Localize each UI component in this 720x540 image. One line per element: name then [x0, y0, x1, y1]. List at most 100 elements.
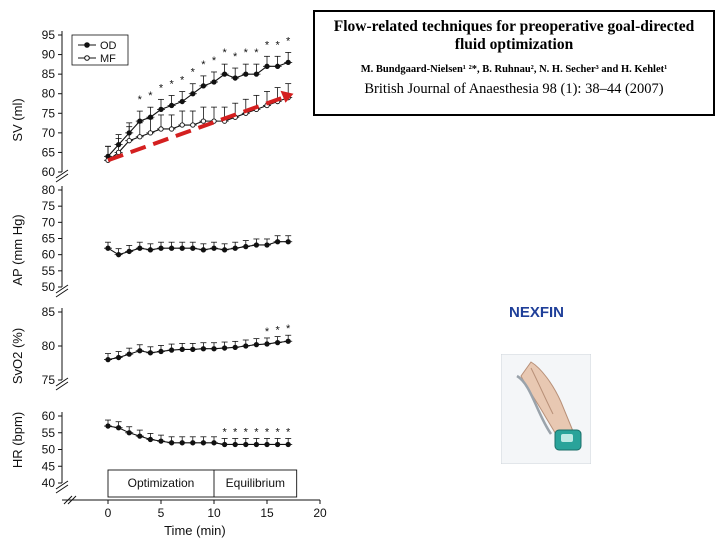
y-tick-label: 75 — [42, 199, 56, 213]
legend-box — [71, 34, 129, 66]
data-point — [264, 63, 270, 69]
data-point — [274, 239, 281, 245]
data-point — [274, 63, 281, 69]
legend-label-od: OD — [100, 40, 117, 52]
reference-journal: British Journal of Anaesthesia 98 (1): 3… — [364, 81, 664, 97]
data-point — [211, 79, 217, 85]
y-tick-label: 45 — [42, 459, 56, 473]
data-point — [115, 425, 122, 431]
data-point — [253, 341, 260, 348]
data-point — [168, 245, 175, 251]
data-point — [211, 245, 217, 251]
data-point — [221, 247, 228, 253]
y-tick-label: 50 — [42, 280, 56, 294]
data-point — [264, 341, 270, 347]
y-tick-label: 50 — [42, 443, 56, 457]
data-point — [232, 344, 238, 351]
significance-asterisk: * — [212, 55, 217, 67]
x-tick-label: 5 — [158, 506, 165, 520]
significance-asterisk: * — [254, 426, 259, 438]
data-point — [126, 138, 132, 144]
y-tick-label: 90 — [42, 48, 56, 62]
data-point — [221, 71, 228, 77]
axis-break-mark — [55, 169, 69, 183]
data-point — [221, 441, 228, 448]
data-point — [243, 243, 249, 250]
data-point — [158, 348, 164, 355]
data-point — [190, 245, 196, 251]
y-tick-label: 85 — [42, 305, 56, 319]
y-tick-label: 55 — [42, 426, 56, 440]
data-point — [126, 351, 132, 357]
reference-box: Flow-related techniques for preoperative… — [313, 10, 715, 116]
y-tick-label: 60 — [42, 409, 56, 423]
significance-asterisk: * — [169, 78, 174, 90]
y-tick-label: 40 — [42, 476, 56, 490]
data-point — [158, 106, 164, 113]
phase-label-equilibrium: Equilibrium — [226, 476, 285, 490]
legend-marker — [84, 42, 90, 48]
y-tick-label: 65 — [42, 232, 56, 246]
data-point — [264, 242, 270, 248]
x-axis-break-mark — [63, 495, 77, 505]
y-axis-label: SV (ml) — [10, 98, 25, 141]
x-tick-label: 0 — [105, 506, 112, 520]
phase-label-optimization: Optimization — [128, 476, 195, 490]
significance-asterisk: * — [286, 35, 291, 47]
legend-marker — [84, 55, 90, 61]
data-point — [137, 134, 143, 140]
data-point — [115, 354, 122, 361]
data-point — [190, 122, 196, 128]
data-point — [200, 118, 207, 124]
data-point — [179, 245, 185, 251]
data-point — [200, 83, 207, 89]
data-point — [243, 441, 249, 448]
significance-asterisk: * — [265, 39, 270, 51]
significance-asterisk: * — [275, 426, 280, 438]
device-label: NEXFIN — [509, 304, 565, 321]
legend-label-mf: MF — [100, 53, 116, 65]
data-point — [190, 91, 196, 97]
data-point — [200, 346, 207, 352]
data-point — [147, 247, 154, 253]
significance-asterisk: * — [275, 39, 280, 51]
significance-asterisk: * — [233, 51, 238, 63]
data-point — [200, 440, 207, 446]
data-point — [137, 245, 143, 251]
data-point — [179, 440, 185, 446]
trend-arrow-line — [107, 94, 287, 163]
y-tick-label: 60 — [42, 165, 56, 179]
y-tick-label: 80 — [42, 183, 56, 197]
reference-title: Flow-related techniques for preoperative… — [333, 18, 695, 53]
data-point — [147, 436, 154, 443]
data-point — [253, 242, 260, 248]
data-point — [105, 356, 111, 363]
data-point — [264, 441, 270, 448]
trend-arrow-head — [280, 90, 294, 103]
y-axis-label: SvO2 (%) — [10, 328, 25, 384]
data-point — [158, 126, 164, 132]
y-tick-label: 55 — [42, 264, 56, 278]
significance-asterisk: * — [254, 47, 259, 59]
axis-break-mark — [55, 377, 69, 391]
data-point — [179, 122, 185, 128]
data-point — [253, 71, 260, 77]
data-point — [211, 440, 217, 446]
x-tick-label: 10 — [207, 506, 221, 520]
series-line-od — [107, 61, 289, 157]
data-point — [190, 440, 196, 446]
data-point — [126, 430, 132, 436]
y-tick-label: 70 — [42, 215, 56, 229]
significance-asterisk: * — [159, 82, 164, 94]
data-point — [285, 59, 291, 66]
significance-asterisk: * — [265, 426, 270, 438]
data-point — [253, 441, 260, 448]
x-tick-label: 15 — [260, 506, 274, 520]
data-point — [243, 343, 249, 349]
significance-asterisk: * — [138, 94, 143, 106]
data-point — [158, 245, 164, 251]
x-axis-label: Time (min) — [164, 523, 226, 538]
data-point — [232, 245, 238, 251]
significance-asterisk: * — [233, 426, 238, 438]
reference-authors: M. Bundgaard-Nielsen¹ ²*, B. Ruhnau², N.… — [360, 64, 668, 75]
